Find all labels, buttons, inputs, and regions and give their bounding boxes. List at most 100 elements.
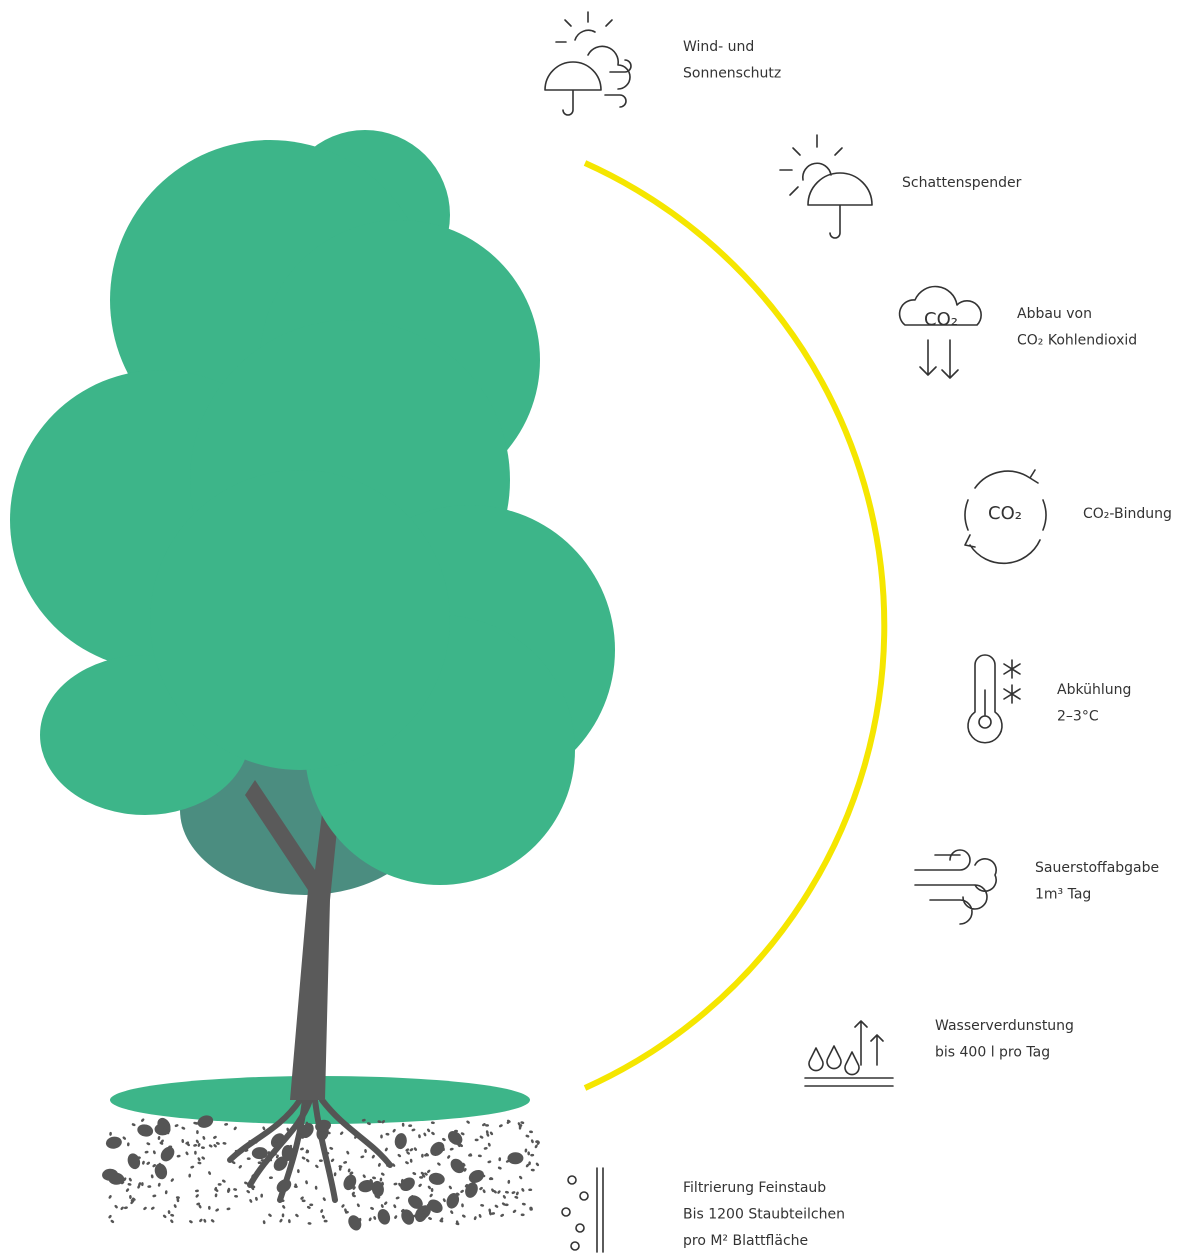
soil-grain (143, 1206, 147, 1211)
soil-grain (300, 1123, 314, 1138)
soil-grain (450, 1210, 454, 1214)
soil-grain (164, 1168, 167, 1173)
soil-grain (525, 1163, 530, 1168)
soil-grain (468, 1169, 485, 1183)
soil-grain (234, 1194, 239, 1198)
soil-grain (168, 1145, 173, 1149)
soil-grain (282, 1205, 286, 1209)
soil-grain (506, 1120, 511, 1124)
soil-grain (194, 1150, 197, 1155)
soil-grain (197, 1161, 202, 1165)
soil-grain (405, 1161, 409, 1165)
soil-grain (318, 1159, 323, 1162)
soil-grain (460, 1189, 464, 1193)
soil-grain (322, 1197, 326, 1202)
soil-grain (246, 1157, 251, 1160)
soil-grain (222, 1179, 226, 1183)
soil-grain (126, 1142, 130, 1147)
soil-grain (160, 1146, 175, 1162)
soil-grain (515, 1191, 519, 1196)
soil-grain (474, 1138, 479, 1142)
soil-grain (262, 1220, 266, 1225)
soil-grain (255, 1139, 258, 1144)
soil-grain (529, 1206, 532, 1211)
soil-grain (280, 1199, 285, 1202)
soil-grain (158, 1162, 162, 1167)
soil-grain (524, 1148, 528, 1153)
soil-grain (398, 1182, 402, 1187)
soil-grain (152, 1164, 156, 1168)
soil-grain (329, 1180, 334, 1184)
soil-grain (257, 1161, 262, 1165)
soil-grain (255, 1196, 258, 1201)
soil-grain (201, 1156, 206, 1160)
soil-grain (279, 1161, 283, 1166)
soil-grain (520, 1213, 525, 1217)
soil-grain (455, 1222, 460, 1226)
soil-grain (393, 1182, 398, 1186)
soil-grain (377, 1120, 382, 1124)
soil-grain (429, 1193, 433, 1198)
soil-grain (488, 1211, 492, 1216)
soil-grain (424, 1172, 428, 1176)
icon-label: CO₂ (924, 309, 958, 330)
soil-grain (356, 1203, 360, 1208)
soil-grain (213, 1144, 217, 1148)
soil-grain (481, 1174, 486, 1178)
soil-grain (323, 1219, 328, 1223)
soil-grain (174, 1124, 179, 1127)
soil-grain (325, 1152, 330, 1155)
soil-grain (347, 1168, 351, 1173)
soil-grain (238, 1165, 242, 1169)
soil-grain (175, 1196, 180, 1199)
soil-grain (181, 1126, 186, 1130)
soil-grain (196, 1130, 199, 1135)
item-label: CO₂ Kohlendioxid (1017, 333, 1137, 349)
soil-grain (120, 1180, 125, 1185)
soil-grain (442, 1198, 446, 1203)
soil-grain (464, 1183, 469, 1188)
soil-grain (197, 1157, 201, 1162)
soil-grain (394, 1133, 407, 1150)
item-label: Schattenspender (902, 175, 1022, 191)
soil-grain (142, 1160, 145, 1165)
soil-grain (519, 1175, 523, 1180)
soil-grain (208, 1144, 213, 1148)
soil-grain (487, 1160, 492, 1164)
soil-grain (535, 1162, 540, 1167)
soil-grain (315, 1119, 331, 1132)
soil-grain (361, 1136, 366, 1141)
soil-grain (384, 1147, 388, 1152)
soil-grain (146, 1142, 151, 1146)
soil-grain (195, 1194, 199, 1198)
soil-grain (372, 1176, 376, 1180)
soil-grain (489, 1131, 494, 1136)
soil-grain (430, 1121, 435, 1125)
soil-grain (208, 1205, 211, 1210)
soil-grain (486, 1132, 490, 1137)
soil-grain (480, 1204, 485, 1207)
soil-grain (360, 1155, 365, 1159)
soil-grain (297, 1169, 300, 1174)
soil-grain (525, 1134, 530, 1138)
soil-grain (130, 1200, 134, 1205)
soil-grain (159, 1141, 164, 1145)
soil-grain (497, 1190, 501, 1194)
soil-grain (373, 1216, 377, 1220)
soil-grain (123, 1177, 127, 1182)
soil-grain (497, 1166, 502, 1170)
soil-grain (349, 1171, 354, 1175)
soil-grain (446, 1192, 460, 1209)
soil-grain (157, 1136, 161, 1140)
soil-grain (462, 1214, 466, 1218)
soil-grain (437, 1162, 441, 1166)
soil-grain (199, 1218, 203, 1223)
soil-grain (196, 1202, 201, 1206)
soil-grain (465, 1182, 478, 1198)
soil-grain (251, 1186, 255, 1191)
soil-grain (511, 1191, 516, 1194)
soil-grain (380, 1209, 384, 1214)
soil-grain (208, 1171, 212, 1175)
soil-grain (176, 1154, 181, 1158)
soil-grain (132, 1197, 136, 1201)
